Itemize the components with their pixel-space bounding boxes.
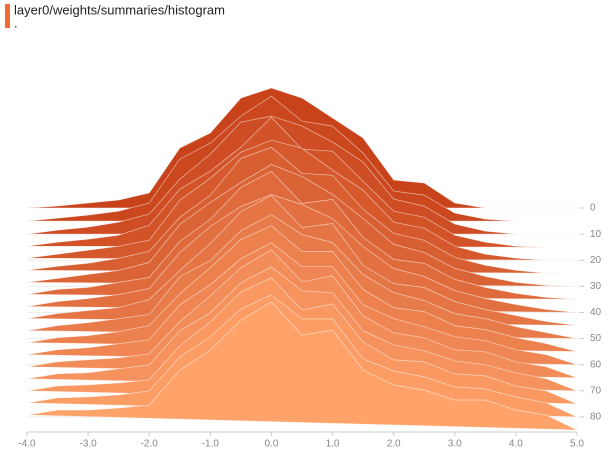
x-tick-label: -4.0	[18, 439, 36, 450]
x-tick-label: -1.0	[202, 439, 220, 450]
run-swatch	[5, 4, 10, 28]
z-tick-label: 40	[590, 307, 602, 318]
z-tick-label: 80	[590, 412, 602, 423]
x-tick-label: 3.0	[448, 439, 462, 450]
z-tick-label: 50	[590, 333, 602, 344]
x-tick-label: 1.0	[326, 439, 340, 450]
x-tick-label: 5.0	[570, 439, 584, 450]
run-label: .	[14, 15, 18, 30]
chart-title: layer0/weights/summaries/histogram	[14, 2, 225, 17]
x-tick-label: 0.0	[264, 439, 278, 450]
z-tick-label: 70	[590, 385, 602, 396]
x-tick-label: -2.0	[141, 439, 159, 450]
z-tick-label: 20	[590, 255, 602, 266]
z-tick-label: 60	[590, 359, 602, 370]
x-tick-label: 2.0	[387, 439, 401, 450]
z-tick-label: 10	[590, 229, 602, 240]
histogram-slice	[26, 301, 578, 431]
z-tick-label: 0	[590, 203, 596, 214]
x-tick-label: 4.0	[509, 439, 523, 450]
x-tick-label: -3.0	[79, 439, 97, 450]
z-tick-label: 30	[590, 281, 602, 292]
